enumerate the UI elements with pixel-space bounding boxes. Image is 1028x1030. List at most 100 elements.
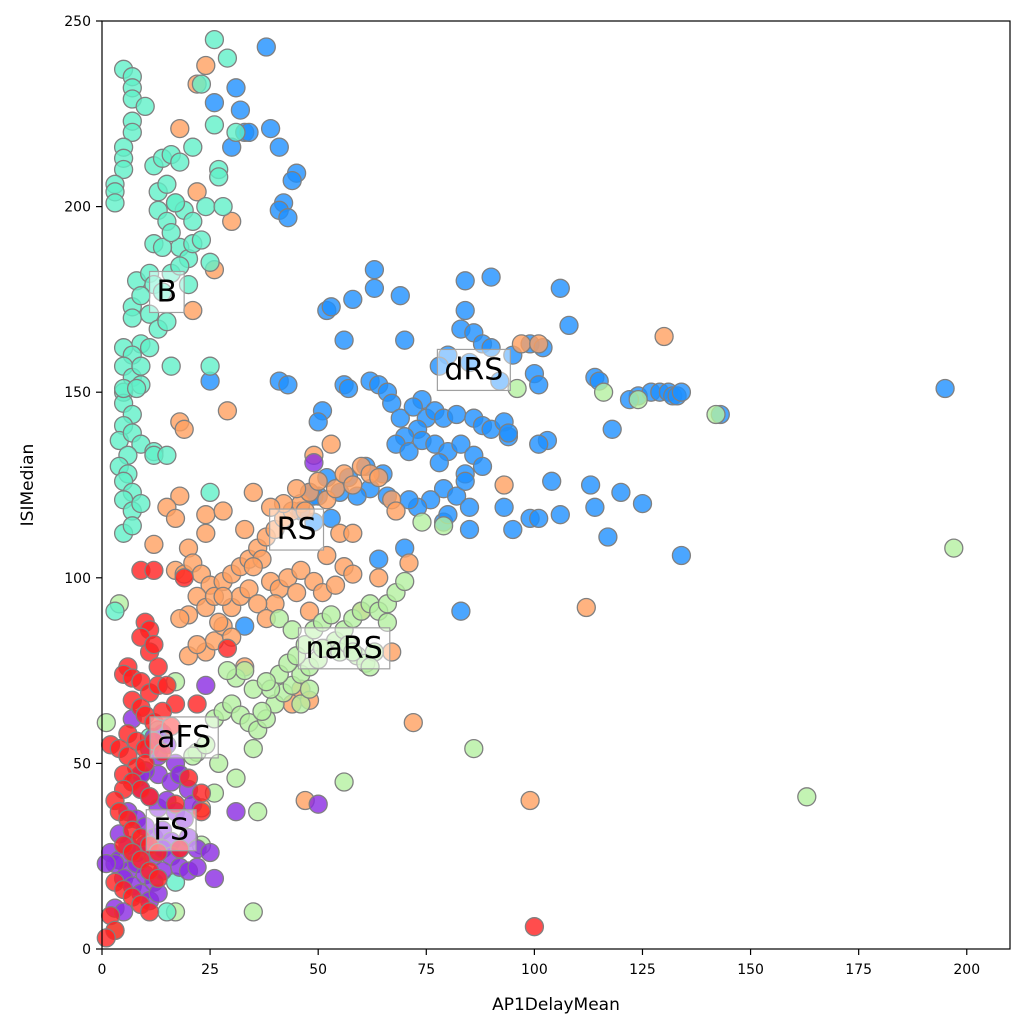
data-point-s2-5 [183, 746, 203, 766]
y-tick-label: 150 [64, 385, 91, 401]
data-point-s3-8 [122, 122, 142, 143]
data-point-s0-0 [256, 37, 276, 57]
data-point-s5-1 [144, 560, 164, 581]
data-point-s0-122 [498, 423, 519, 443]
data-point-s3-75 [157, 445, 177, 465]
data-point-s0-99 [550, 505, 570, 525]
data-point-s0-124 [529, 434, 549, 454]
data-point-s0-26 [390, 286, 410, 306]
data-point-s2-56 [412, 512, 432, 532]
data-point-s0-2 [204, 93, 225, 113]
data-point-s1-3 [222, 211, 242, 232]
data-point-s5-64 [187, 694, 207, 714]
data-point-s4-55 [200, 842, 220, 863]
data-point-s4-58 [226, 802, 246, 822]
cluster-label-text: aFS [157, 720, 211, 755]
data-point-s0-5 [260, 118, 281, 139]
data-point-s2-61 [706, 404, 726, 425]
data-point-s1-87 [386, 501, 406, 521]
data-point-s5-32 [135, 753, 155, 774]
data-point-s1-95 [520, 790, 540, 811]
data-point-s3-17 [170, 152, 190, 172]
data-point-s5-57 [96, 928, 116, 948]
data-point-s0-129 [235, 616, 255, 636]
data-point-s3-18 [183, 137, 203, 157]
data-point-s5-54 [139, 902, 160, 922]
data-point-s0-93 [459, 519, 480, 540]
data-point-s3-54 [157, 312, 177, 332]
data-point-s0-116 [632, 493, 653, 514]
data-point-s0-120 [369, 549, 389, 569]
data-point-s2-72 [299, 679, 320, 699]
data-point-s0-111 [671, 382, 692, 402]
data-point-s3-45 [152, 282, 173, 302]
data-point-s1-13 [165, 508, 186, 529]
data-point-s1-16 [196, 523, 216, 543]
data-point-s1-69 [187, 634, 207, 655]
data-point-s1-17 [213, 501, 233, 521]
data-point-s0-38 [459, 352, 480, 373]
data-point-s0-128 [308, 412, 328, 432]
data-point-s0-74 [446, 486, 467, 506]
data-point-s1-85 [369, 467, 389, 488]
data-point-s2-1 [96, 712, 116, 733]
cluster-label-box [436, 348, 511, 392]
data-point-s1-2 [170, 118, 190, 139]
data-point-s5-62 [217, 638, 238, 658]
data-point-s0-50 [390, 408, 410, 428]
data-point-s5-49 [148, 868, 168, 889]
data-point-s5-15 [157, 675, 177, 696]
x-tick-label: 100 [521, 962, 548, 978]
data-point-s1-26 [170, 608, 190, 629]
data-point-s3-31 [183, 211, 203, 232]
data-point-s1-81 [260, 497, 281, 517]
data-point-s1-57 [286, 582, 307, 603]
data-point-s0-24 [481, 267, 501, 287]
data-point-s2-49 [226, 768, 246, 788]
data-point-s3-21 [209, 167, 229, 187]
data-point-s3-26 [157, 174, 177, 194]
data-point-s0-42 [529, 375, 549, 395]
cluster-label-nars: naRS [297, 627, 391, 670]
data-point-s5-44 [148, 842, 168, 863]
data-point-s5-36 [139, 787, 160, 807]
data-point-s0-75 [455, 471, 475, 491]
data-point-s5-63 [524, 917, 545, 937]
data-point-s1-103 [213, 586, 233, 607]
data-point-s0-55 [446, 404, 467, 425]
data-point-s2-58 [507, 378, 527, 399]
data-point-s0-100 [580, 475, 601, 495]
data-point-s4-57 [187, 857, 207, 877]
y-axis: 0 50 100 150 200 250 [64, 14, 102, 958]
data-point-s1-5 [187, 182, 207, 202]
data-point-s1-61 [239, 579, 259, 599]
cluster-label-text: naRS [305, 631, 382, 666]
data-point-s0-27 [559, 315, 579, 336]
data-point-s0-72 [429, 453, 449, 473]
x-tick-label: 125 [629, 962, 656, 978]
data-point-s2-54 [334, 772, 354, 792]
data-point-s2-57 [433, 516, 454, 536]
data-point-s2-59 [593, 382, 614, 402]
data-point-s3-83 [200, 356, 220, 376]
x-axis-label: AP1DelayMean [492, 995, 620, 1015]
data-point-s1-8 [174, 419, 194, 439]
cluster-label-afs: aFS [149, 716, 219, 759]
data-point-s5-58 [165, 794, 186, 814]
data-point-s5-61 [191, 802, 212, 822]
data-point-s2-67 [343, 642, 363, 662]
data-point-s5-7 [144, 634, 164, 655]
data-point-s1-100 [209, 612, 229, 632]
data-point-s0-13 [278, 208, 298, 228]
cluster-label-rs: RS [269, 508, 325, 551]
data-point-s0-30 [455, 300, 475, 321]
data-point-s0-17 [364, 260, 385, 280]
data-point-s0-28 [395, 330, 415, 350]
data-point-s3-61 [131, 356, 151, 376]
data-point-s2-68 [360, 657, 380, 677]
cluster-label-text: FS [153, 813, 189, 848]
data-point-s1-58 [299, 601, 320, 621]
data-point-s0-1 [226, 78, 246, 98]
